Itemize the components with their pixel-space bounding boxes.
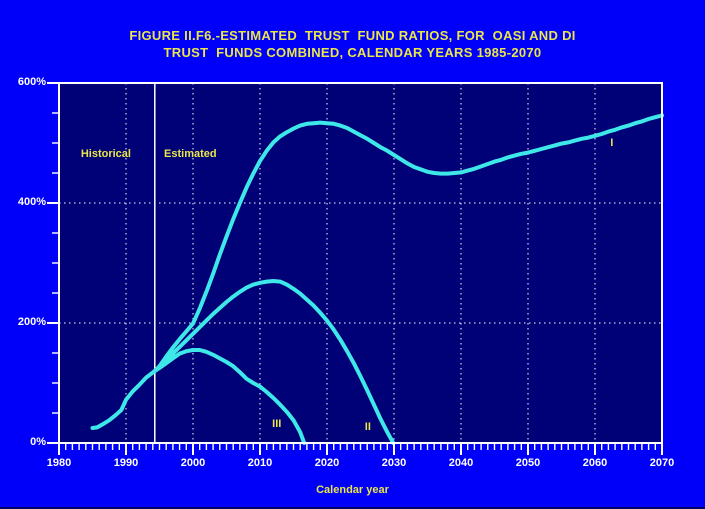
curve-historical	[90, 369, 157, 430]
plot-border	[58, 82, 663, 444]
curve-alternative-ii	[152, 279, 396, 445]
x-tick-label-2030: 2030	[381, 457, 407, 469]
y-tick-label-0: 0%	[30, 436, 46, 448]
bottom-edge-line	[0, 507, 705, 509]
chart-title-line2: TRUST FUNDS COMBINED, CALENDAR YEARS 198…	[163, 45, 542, 60]
annotation-historical: Historical	[80, 147, 131, 160]
annotation-i: I	[610, 137, 614, 149]
chart-title-line1: FIGURE II.F6.-ESTIMATED TRUST FUND RATIO…	[129, 28, 576, 43]
x-axis-title: Calendar year	[316, 484, 389, 496]
annotation-ii: II	[364, 420, 371, 433]
x-tick-label-2020: 2020	[314, 457, 340, 469]
x-tick-label-2010: 2010	[247, 457, 273, 469]
y-tick-label-200: 200%	[17, 316, 46, 328]
curve-alternative-i	[152, 113, 664, 373]
y-tick-label-600: 600%	[17, 76, 46, 88]
x-tick-label-2000: 2000	[180, 457, 206, 469]
x-tick-label-1980: 1980	[46, 457, 72, 469]
annotation-estimated: Estimated	[164, 147, 217, 160]
annotation-iii: III	[272, 418, 282, 431]
curve-alternative-iii	[152, 348, 307, 445]
x-tick-label-1990: 1990	[113, 457, 139, 469]
x-tick-label-2060: 2060	[582, 457, 608, 469]
x-tick-label-2070: 2070	[649, 457, 675, 469]
y-tick-label-400: 400%	[17, 196, 46, 208]
x-tick-label-2050: 2050	[515, 457, 541, 469]
x-tick-label-2040: 2040	[448, 457, 474, 469]
